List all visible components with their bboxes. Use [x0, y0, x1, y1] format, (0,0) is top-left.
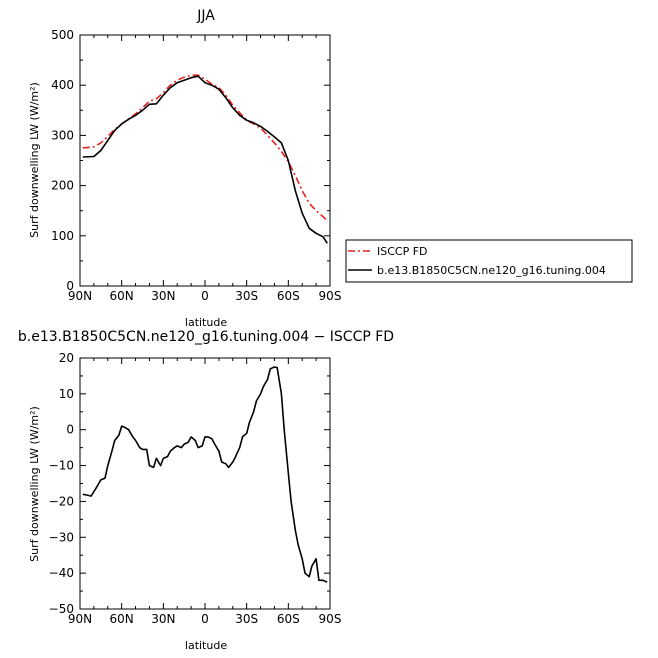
- top-plot-frame: [79, 34, 331, 287]
- bottom-y-tick-label: 10: [59, 387, 74, 401]
- top-x-tick-label: 90N: [68, 289, 92, 303]
- top-y-tick-label: 400: [51, 78, 74, 92]
- top-y-axis-title: Surf downwelling LW (W/m²): [28, 82, 41, 238]
- bottom-chart-title: b.e13.B1850C5CN.ne120_g16.tuning.004 − I…: [18, 329, 394, 345]
- bottom-y-tick-label: 0: [66, 423, 74, 437]
- bottom-series-line-0: [82, 366, 328, 583]
- bottom-y-axis-title: Surf downwelling LW (W/m²): [28, 406, 41, 562]
- bottom-y-tick-label: 20: [59, 351, 74, 365]
- top-y-tick-label: 0: [66, 279, 74, 293]
- bottom-y-tick-label: −40: [49, 566, 74, 580]
- legend: ISCCP FD b.e13.B1850C5CN.ne120_g16.tunin…: [345, 239, 633, 283]
- legend-label-model: b.e13.B1850C5CN.ne120_g16.tuning.004: [377, 264, 606, 277]
- bottom-y-tick-label: −20: [49, 494, 74, 508]
- top-y-tick-label: 200: [51, 179, 74, 193]
- bottom-y-tick-label: −10: [49, 459, 74, 473]
- top-x-tick-label: 30S: [235, 289, 258, 303]
- legend-box: [345, 239, 633, 283]
- top-y-tick-label: 100: [51, 229, 74, 243]
- legend-label-isccp: ISCCP FD: [377, 245, 428, 258]
- top-x-tick-label: 0: [201, 289, 209, 303]
- bottom-plot-frame: [79, 357, 331, 610]
- bottom-y-tick-label: −30: [49, 530, 74, 544]
- top-x-axis-title: latitude: [185, 316, 227, 329]
- bottom-x-tick-label: 0: [201, 612, 209, 626]
- bottom-y-tick-label: −50: [49, 602, 74, 616]
- bottom-x-tick-label: 90S: [319, 612, 342, 626]
- bottom-x-tick-label: 30N: [151, 612, 175, 626]
- bottom-x-tick-label: 60N: [110, 612, 134, 626]
- top-x-tick-label: 30N: [151, 289, 175, 303]
- bottom-x-tick-label: 60S: [277, 612, 300, 626]
- top-y-tick-label: 500: [51, 28, 74, 42]
- bottom-panel: b.e13.B1850C5CN.ne120_g16.tuning.004 − I…: [18, 329, 394, 652]
- bottom-x-tick-label: 90N: [68, 612, 92, 626]
- top-series-line-1: [82, 75, 328, 244]
- top-panel: JJA 90N 60N 30N 0 30S 60S 90S0100200300400500 …: [28, 8, 633, 329]
- top-x-tick-label: 90S: [319, 289, 342, 303]
- top-series-line-0: [82, 74, 328, 222]
- bottom-x-tick-label: 30S: [235, 612, 258, 626]
- top-y-tick-label: 300: [51, 128, 74, 142]
- bottom-x-axis-title: latitude: [185, 639, 227, 652]
- top-chart-title: JJA: [196, 8, 215, 24]
- top-x-tick-label: 60S: [277, 289, 300, 303]
- top-x-tick-label: 60N: [110, 289, 134, 303]
